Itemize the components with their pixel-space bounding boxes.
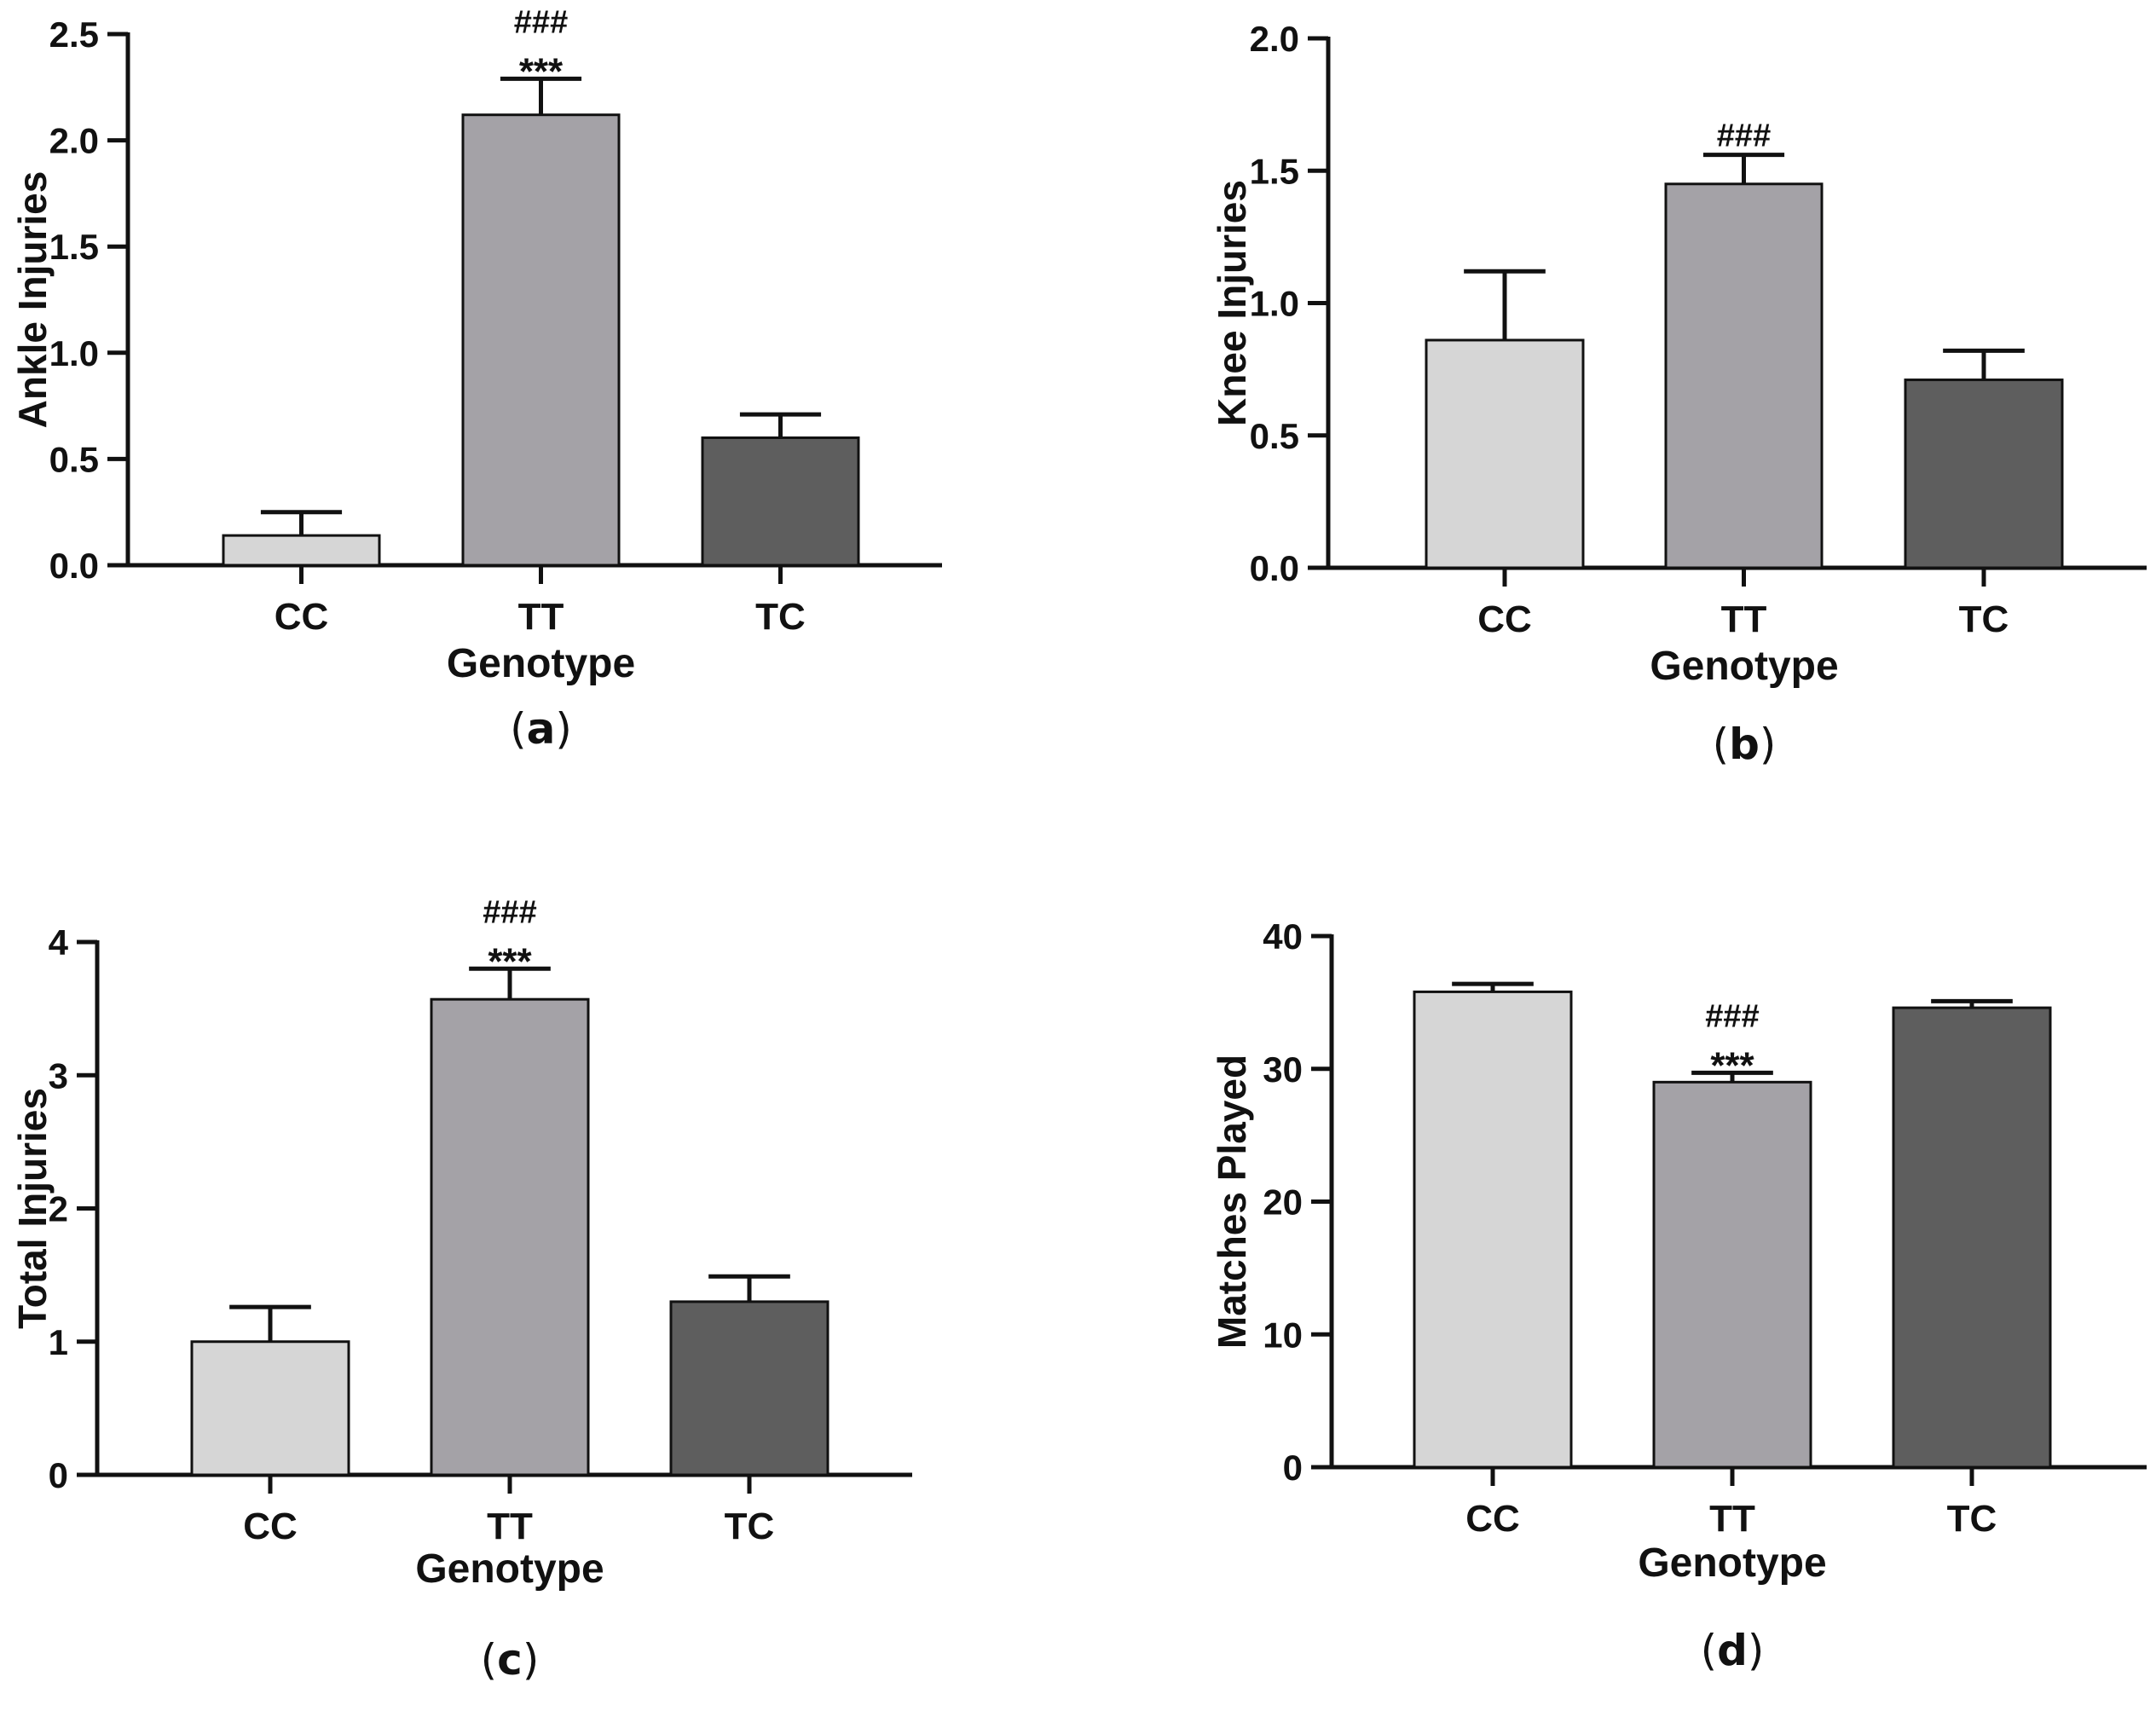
significance-label: *** <box>488 940 532 982</box>
y-tick-label: 4 <box>49 922 69 962</box>
y-axis-title: Knee Injuries <box>1210 180 1254 426</box>
panel-label-open: ( <box>1701 1626 1718 1675</box>
y-axis-title: Ankle Injuries <box>10 171 55 429</box>
y-tick-label: 2 <box>49 1189 68 1229</box>
x-tick-label-CC: CC <box>275 596 329 638</box>
significance-label: ### <box>1717 118 1771 154</box>
panel-label: (b) <box>1713 720 1777 769</box>
panel-label-open: ( <box>510 704 527 754</box>
chart-panel-b: 0.0 0.5 1.0 1.5 2.0 CC TT ### TC Knee Injuries Gen… <box>1210 19 2147 769</box>
x-tick-label-TT: TT <box>1709 1498 1755 1540</box>
chart-panel-a: 0.0 0.5 1.0 1.5 2.0 2.5 CC TT ### *** TC Ankle Inju… <box>10 4 942 754</box>
bar-CC <box>222 534 381 567</box>
x-tick-label-CC: CC <box>1477 598 1532 640</box>
y-tick-label: 2.5 <box>49 14 99 55</box>
panel-label: (c) <box>481 1635 540 1685</box>
bar-TC <box>701 436 860 567</box>
panel-label-letter: c <box>497 1635 523 1685</box>
y-tick-label: 20 <box>1263 1182 1303 1223</box>
x-tick-label-CC: CC <box>243 1506 298 1547</box>
x-tick-label-TC: TC <box>725 1506 775 1547</box>
y-tick-label: 10 <box>1263 1315 1303 1355</box>
x-axis-title: Genotype <box>447 641 635 686</box>
bar-CC <box>1425 338 1585 569</box>
panel-label-close: ) <box>1748 1626 1765 1675</box>
bar-TT <box>461 113 621 567</box>
panel-label-open: ( <box>481 1635 498 1685</box>
bar-TC <box>1904 379 2064 569</box>
chart-panel-d: 0 10 20 30 40 CC TT ### *** TC Matches Played Genot… <box>1210 916 2147 1675</box>
y-tick-label: 2.0 <box>49 121 99 161</box>
x-tick-label-TC: TC <box>755 596 806 638</box>
panel-label: (d) <box>1701 1626 1765 1675</box>
y-tick-label: 1.5 <box>49 227 99 267</box>
y-tick-label: 0 <box>49 1455 68 1495</box>
x-axis-title: Genotype <box>1638 1540 1826 1586</box>
panel-label-letter: b <box>1729 720 1760 769</box>
x-axis-title: Genotype <box>415 1546 604 1592</box>
x-tick-label-TT: TT <box>487 1506 533 1547</box>
y-tick-label: 1.0 <box>1250 284 1299 324</box>
significance-label: ### <box>1705 998 1759 1034</box>
x-tick-label-TT: TT <box>518 596 564 638</box>
y-tick-label: 0.5 <box>49 439 99 479</box>
significance-label: *** <box>519 50 564 92</box>
panel-label: (a) <box>510 704 572 754</box>
y-axis-title: Total Injuries <box>10 1088 55 1329</box>
y-tick-label: 40 <box>1263 916 1303 957</box>
y-tick-label: 0.0 <box>1250 548 1299 588</box>
panel-label-letter: a <box>527 704 556 754</box>
significance-label: ### <box>514 4 568 40</box>
bar-TT <box>1652 1080 1812 1469</box>
panel-label-close: ) <box>555 704 572 754</box>
x-tick-label-TT: TT <box>1721 598 1767 640</box>
bar-TT <box>430 997 590 1477</box>
bar-TC <box>669 1300 829 1477</box>
panel-label-letter: d <box>1717 1626 1748 1675</box>
significance-label: *** <box>1710 1044 1754 1086</box>
y-tick-label: 3 <box>49 1055 68 1095</box>
y-tick-label: 0.0 <box>49 546 99 586</box>
x-tick-label-CC: CC <box>1465 1498 1520 1540</box>
bar-CC <box>1413 990 1573 1469</box>
bar-TC <box>1892 1006 2052 1469</box>
y-tick-label: 1.0 <box>49 333 99 373</box>
significance-label: ### <box>483 894 536 930</box>
chart-panel-c: 0 1 2 3 4 CC TT ### *** TC Total Injuries Genotype (… <box>10 894 912 1685</box>
bar-TT <box>1664 182 1824 569</box>
x-tick-label-TC: TC <box>1959 598 2009 640</box>
x-axis-title: Genotype <box>1650 644 1838 689</box>
y-tick-label: 1.5 <box>1250 151 1299 191</box>
y-tick-label: 0.5 <box>1250 416 1299 456</box>
panel-label-open: ( <box>1713 720 1730 769</box>
y-tick-label: 30 <box>1263 1049 1303 1090</box>
y-tick-label: 1 <box>49 1322 68 1362</box>
y-axis-title: Matches Played <box>1210 1055 1254 1349</box>
x-tick-label-TC: TC <box>1947 1498 1997 1540</box>
panel-label-close: ) <box>523 1635 540 1685</box>
panel-label-close: ) <box>1760 720 1777 769</box>
bar-CC <box>190 1340 350 1477</box>
y-tick-label: 0 <box>1283 1448 1303 1488</box>
y-tick-label: 2.0 <box>1250 19 1299 59</box>
